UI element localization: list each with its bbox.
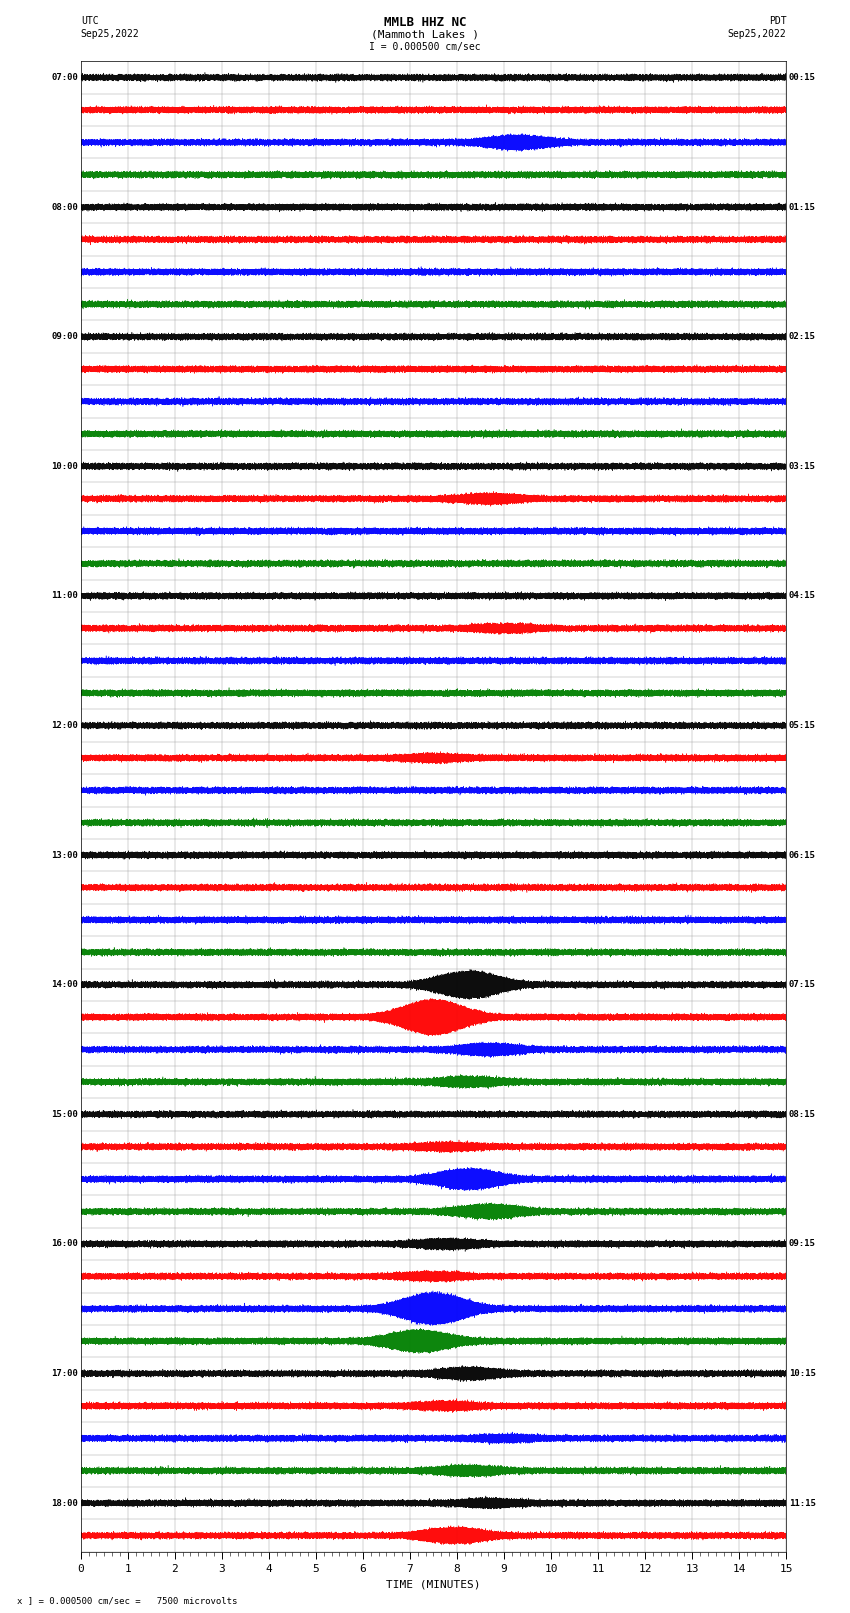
Text: MMLB HHZ NC: MMLB HHZ NC (383, 16, 467, 29)
Text: I = 0.000500 cm/sec: I = 0.000500 cm/sec (369, 42, 481, 52)
Text: 17:00: 17:00 (51, 1369, 78, 1378)
Text: 00:15: 00:15 (789, 73, 816, 82)
Text: 16:00: 16:00 (51, 1239, 78, 1248)
Text: 06:15: 06:15 (789, 850, 816, 860)
Text: x ] = 0.000500 cm/sec =   7500 microvolts: x ] = 0.000500 cm/sec = 7500 microvolts (17, 1595, 237, 1605)
Text: 11:15: 11:15 (789, 1498, 816, 1508)
Text: (Mammoth Lakes ): (Mammoth Lakes ) (371, 29, 479, 39)
Text: 13:00: 13:00 (51, 850, 78, 860)
Text: Sep25,2022: Sep25,2022 (81, 29, 139, 39)
Text: PDT: PDT (768, 16, 786, 26)
Text: Sep25,2022: Sep25,2022 (728, 29, 786, 39)
Text: 14:00: 14:00 (51, 981, 78, 989)
Text: 11:00: 11:00 (51, 592, 78, 600)
Text: 08:00: 08:00 (51, 203, 78, 211)
Text: 03:15: 03:15 (789, 461, 816, 471)
Text: 09:00: 09:00 (51, 332, 78, 342)
Text: 04:15: 04:15 (789, 592, 816, 600)
Text: 10:00: 10:00 (51, 461, 78, 471)
Text: 08:15: 08:15 (789, 1110, 816, 1119)
Text: 09:15: 09:15 (789, 1239, 816, 1248)
Text: 07:15: 07:15 (789, 981, 816, 989)
X-axis label: TIME (MINUTES): TIME (MINUTES) (386, 1579, 481, 1589)
Text: 12:00: 12:00 (51, 721, 78, 731)
Text: 01:15: 01:15 (789, 203, 816, 211)
Text: 05:15: 05:15 (789, 721, 816, 731)
Text: 18:00: 18:00 (51, 1498, 78, 1508)
Text: 15:00: 15:00 (51, 1110, 78, 1119)
Text: 02:15: 02:15 (789, 332, 816, 342)
Text: 10:15: 10:15 (789, 1369, 816, 1378)
Text: UTC: UTC (81, 16, 99, 26)
Text: 07:00: 07:00 (51, 73, 78, 82)
